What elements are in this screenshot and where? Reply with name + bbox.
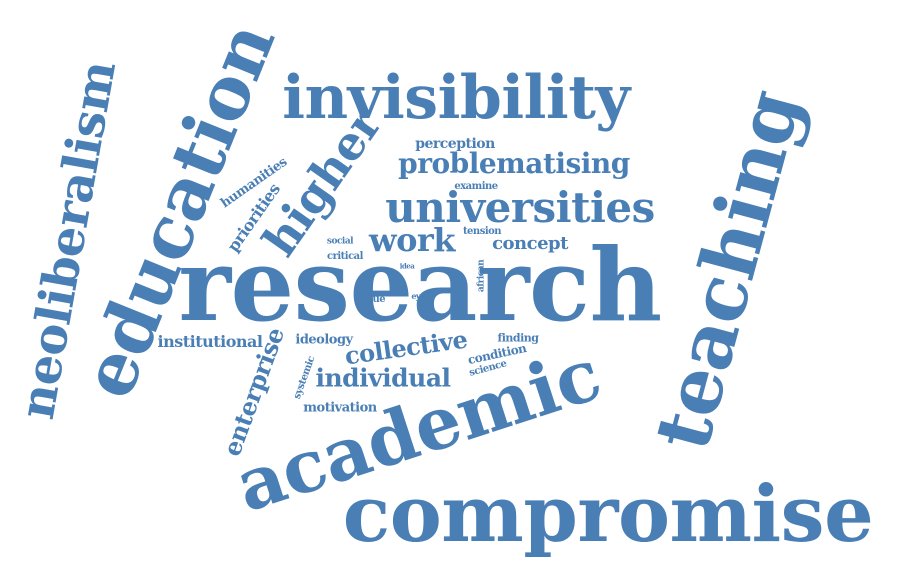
word-critical: critical <box>327 251 363 262</box>
word-teaching: teaching <box>636 80 819 459</box>
word-finding: finding <box>497 331 539 345</box>
word-eye: eye <box>411 291 425 301</box>
word-institutional: institutional <box>157 332 263 351</box>
word-problematising: problematising <box>398 147 630 180</box>
word-ideology: ideology <box>295 332 353 348</box>
word-motivation: motivation <box>303 400 377 416</box>
word-idea: idea <box>399 261 415 271</box>
word-compromise: compromise <box>342 469 874 560</box>
word-research: research <box>178 226 662 344</box>
word-tension: tension <box>462 226 502 237</box>
word-invisibility: invisibility <box>282 63 630 133</box>
word-social: social <box>326 236 354 247</box>
word-universities: universities <box>385 183 655 232</box>
word-systemic: systemic <box>291 355 318 401</box>
word-concept: concept <box>492 233 568 254</box>
word-african: african <box>476 259 487 293</box>
word-issue: issue <box>358 294 386 305</box>
word-individual: individual <box>315 363 451 393</box>
word-examine: examine <box>454 181 498 192</box>
word-work: work <box>369 221 455 259</box>
word-perception: perception <box>415 136 495 152</box>
